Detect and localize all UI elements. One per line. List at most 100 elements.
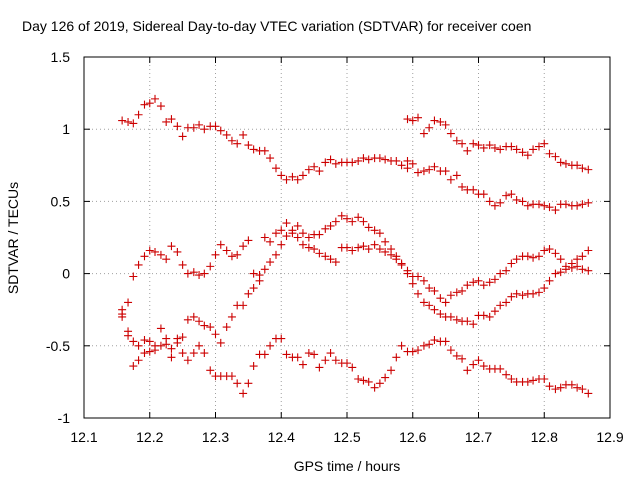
data-point [441, 120, 450, 129]
data-point [288, 226, 297, 235]
y-tick-label: -0.5 [46, 338, 70, 354]
data-point [529, 145, 538, 154]
data-point [337, 211, 346, 220]
data-point [446, 291, 455, 300]
data-point [556, 158, 565, 167]
data-point [129, 337, 138, 346]
data-point [195, 120, 204, 129]
data-point [458, 139, 467, 148]
data-point [430, 116, 439, 125]
data-point [145, 99, 154, 108]
data-point [408, 279, 417, 288]
data-point [561, 265, 570, 274]
data-point [496, 364, 505, 373]
data-point [359, 376, 368, 385]
series-track-f [118, 310, 593, 398]
data-point [397, 161, 406, 170]
data-point [446, 175, 455, 184]
data-point [573, 201, 582, 210]
data-point [211, 122, 220, 131]
data-point [551, 249, 560, 258]
data-point [326, 155, 335, 164]
data-point [364, 223, 373, 232]
chart-title: Day 126 of 2019, Sidereal Day-to-day VTE… [22, 18, 531, 34]
data-point [479, 143, 488, 152]
series-track-b [403, 113, 593, 174]
data-point [534, 200, 543, 209]
data-point [430, 305, 439, 314]
data-point [507, 375, 516, 384]
data-point [490, 307, 499, 316]
data-point [408, 159, 417, 168]
data-point [518, 197, 527, 206]
data-point [490, 201, 499, 210]
data-point [315, 249, 324, 258]
data-point [436, 294, 445, 303]
y-axis: -1 -0.5 0 0.5 1 1.5 [46, 49, 610, 426]
data-point [173, 247, 182, 256]
data-point [271, 164, 280, 173]
data-point [387, 245, 396, 254]
data-point [512, 289, 521, 298]
data-point [452, 315, 461, 324]
series-track-a [118, 94, 412, 184]
data-point [249, 362, 258, 371]
data-point [260, 233, 269, 242]
data-point [298, 171, 307, 180]
y-tick-label: 1.5 [51, 49, 71, 65]
x-tick-label: 12.8 [531, 429, 558, 445]
data-point [567, 380, 576, 389]
data-point [200, 125, 209, 134]
data-point [293, 175, 302, 184]
data-point [430, 162, 439, 171]
x-tick-label: 12.9 [596, 429, 623, 445]
data-point [523, 151, 532, 160]
data-point [419, 167, 428, 176]
data-point [556, 255, 565, 264]
data-point [167, 115, 176, 124]
x-tick-label: 12.4 [268, 429, 295, 445]
data-point [507, 292, 516, 301]
data-point [474, 141, 483, 150]
data-point [469, 360, 478, 369]
data-point [129, 272, 138, 281]
data-point [551, 206, 560, 215]
x-axis: 12.1 12.2 12.3 12.4 12.5 12.6 12.7 12.8 12.9 [70, 57, 624, 445]
data-point [578, 200, 587, 209]
data-point [425, 284, 434, 293]
data-point [343, 243, 351, 252]
data-point [326, 255, 335, 264]
data-point [397, 260, 406, 269]
data-point [441, 298, 450, 307]
data-point [178, 132, 187, 141]
data-point [134, 356, 143, 365]
data-point [463, 317, 472, 326]
data-point [430, 286, 439, 295]
data-point [463, 281, 472, 290]
data-point [573, 262, 582, 271]
data-point [490, 143, 499, 152]
data-point [239, 301, 248, 310]
data-point [397, 341, 406, 350]
data-point [124, 331, 133, 340]
data-point [266, 341, 275, 350]
data-point [584, 266, 593, 275]
data-point [408, 116, 417, 125]
y-axis-label: SDTVAR / TECUs [5, 182, 21, 294]
data-point [140, 349, 149, 358]
data-point [463, 366, 472, 375]
data-point [216, 240, 225, 249]
data-point [156, 102, 165, 111]
data-point [129, 362, 138, 371]
data-point [458, 286, 467, 295]
data-point [375, 154, 384, 163]
data-point [364, 245, 373, 254]
data-point [282, 175, 291, 184]
series-track-e [118, 211, 593, 371]
data-point [474, 276, 483, 285]
data-point [446, 312, 455, 321]
data-point [277, 334, 286, 343]
data-points [118, 94, 593, 398]
data-point [529, 289, 538, 298]
data-point [370, 226, 379, 235]
